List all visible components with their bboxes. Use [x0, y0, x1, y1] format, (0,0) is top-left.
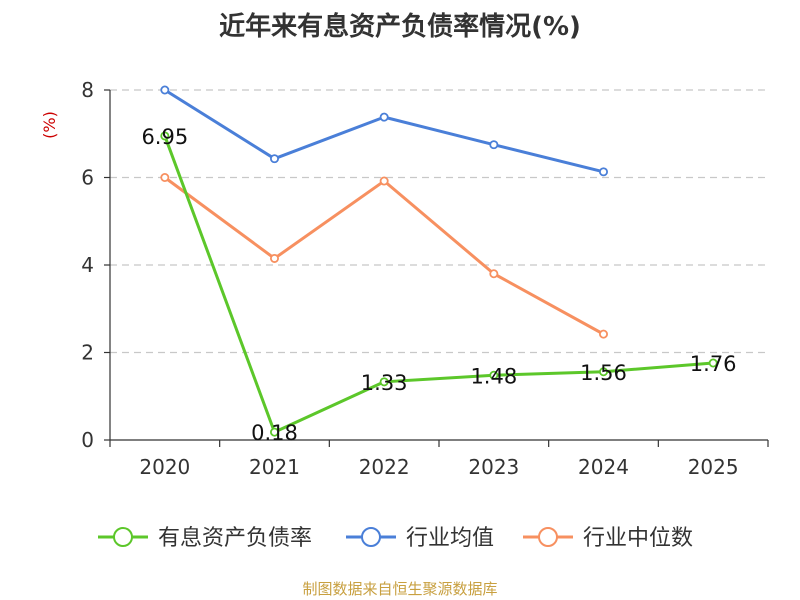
data-point	[379, 377, 389, 387]
legend-marker	[538, 527, 558, 547]
data-label: 0.18	[251, 421, 298, 445]
x-tick-label: 2024	[578, 455, 629, 479]
series-line	[164, 88, 604, 174]
x-tick-label: 2023	[468, 455, 519, 479]
y-tick-label: 2	[81, 341, 94, 365]
data-point	[269, 154, 279, 164]
data-point	[489, 140, 499, 150]
data-label: 1.76	[690, 352, 737, 376]
source-note: 制图数据来自恒生聚源数据库	[302, 580, 498, 598]
x-tick-label: 2021	[249, 455, 300, 479]
chart-title: 近年来有息资产负债率情况(%)	[219, 12, 581, 42]
x-tick-label: 2022	[359, 455, 410, 479]
data-point	[379, 112, 389, 122]
x-tick-label: 2020	[139, 455, 190, 479]
data-point	[160, 172, 170, 182]
legend-label: 有息资产负债率	[158, 526, 312, 551]
x-tick-label: 2025	[688, 455, 739, 479]
data-point	[599, 167, 609, 177]
y-tick-label: 4	[81, 253, 94, 277]
data-point	[489, 269, 499, 279]
y-tick-label: 0	[81, 428, 94, 452]
legend-label: 行业均值	[406, 526, 494, 551]
data-label: 1.33	[361, 371, 408, 395]
legend-marker	[361, 527, 381, 547]
data-point	[708, 358, 718, 368]
data-point	[269, 253, 279, 263]
series-line	[163, 135, 714, 434]
data-point	[160, 131, 170, 141]
data-point	[489, 370, 499, 380]
data-point	[160, 85, 170, 95]
data-label: 1.48	[470, 364, 517, 388]
data-label: 1.56	[580, 361, 627, 385]
data-point	[269, 427, 279, 437]
legend-marker	[113, 527, 133, 547]
data-point	[379, 176, 389, 186]
data-label: 6.95	[141, 125, 188, 149]
y-tick-label: 8	[81, 78, 94, 102]
y-axis-label: (%)	[40, 111, 59, 139]
data-point	[599, 367, 609, 377]
legend-label: 行业中位数	[583, 526, 693, 551]
y-tick-label: 6	[81, 166, 94, 190]
data-point	[599, 329, 609, 339]
